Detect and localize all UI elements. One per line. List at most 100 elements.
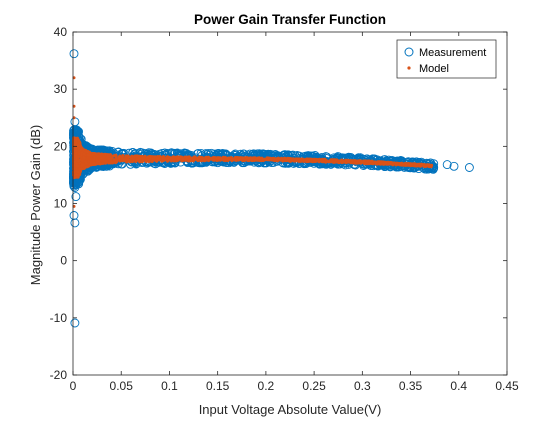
model-point — [217, 156, 221, 160]
model-point — [295, 157, 299, 161]
model-point — [395, 162, 399, 165]
model-point — [104, 159, 108, 163]
model-point — [98, 162, 102, 166]
model-point — [211, 156, 215, 160]
model-point — [230, 157, 233, 161]
model-point — [86, 153, 90, 157]
y-tick-label: -10 — [50, 311, 68, 325]
model-point — [203, 158, 207, 162]
model-point — [158, 155, 162, 158]
model-point — [387, 160, 391, 164]
model-point — [147, 158, 151, 162]
model-point — [169, 159, 173, 163]
y-axis-label: Magnitude Power Gain (dB) — [28, 125, 43, 285]
model-point — [74, 138, 78, 142]
axis-ticks: 0 0.05 0.1 0.15 0.2 0.25 0.3 0.35 0.4 0.45 -20 -10 0… — [50, 25, 519, 393]
model-point — [156, 155, 160, 158]
x-tick-label: 0.05 — [110, 379, 134, 393]
legend: Measurement Model — [396, 39, 497, 79]
model-point — [234, 156, 238, 160]
measurement-point — [71, 192, 81, 202]
model-point — [176, 155, 180, 159]
model-point — [371, 162, 374, 166]
measurement-point — [442, 160, 452, 170]
model-point — [86, 165, 89, 169]
model-point — [266, 158, 270, 162]
model-point — [166, 157, 169, 160]
model-point — [74, 173, 78, 177]
model-point — [185, 156, 189, 160]
model-point — [126, 158, 130, 162]
model-point — [241, 156, 245, 160]
model-point — [353, 161, 357, 165]
model-point — [420, 162, 424, 166]
model-point — [424, 165, 428, 168]
x-tick-label: 0.45 — [495, 379, 519, 393]
model-point — [141, 156, 144, 159]
model-point — [308, 159, 311, 163]
model-point — [298, 158, 302, 162]
model-point — [328, 160, 332, 163]
model-point — [277, 157, 281, 161]
measurement-point — [70, 218, 80, 228]
model-point — [115, 159, 119, 163]
x-tick-label: 0.2 — [258, 379, 275, 393]
model-point — [82, 152, 86, 156]
model-point — [137, 157, 141, 161]
model-point — [73, 160, 77, 164]
model-point — [74, 151, 78, 155]
legend-box — [396, 39, 497, 79]
model-series — [72, 76, 434, 208]
model-point — [93, 155, 96, 159]
model-point — [76, 159, 80, 163]
model-point — [175, 159, 179, 163]
model-point — [73, 143, 76, 147]
model-point — [107, 157, 111, 161]
model-point — [226, 158, 230, 162]
y-tick-label: -20 — [50, 368, 68, 382]
model-point — [224, 158, 227, 161]
model-point — [427, 163, 431, 167]
model-point — [84, 161, 88, 165]
model-point — [76, 170, 80, 174]
x-tick-label: 0.15 — [206, 379, 230, 393]
model-point — [97, 160, 101, 163]
measurement-point — [71, 125, 81, 135]
measurement-point — [70, 183, 80, 192]
x-tick-label: 0.1 — [161, 379, 178, 393]
model-point — [245, 156, 249, 160]
model-point — [273, 157, 276, 161]
model-point — [117, 157, 121, 161]
model-point — [317, 160, 321, 164]
model-point — [288, 158, 291, 162]
model-point — [355, 160, 359, 164]
model-point — [78, 141, 82, 145]
model-point — [131, 155, 135, 159]
y-tick-label: 0 — [60, 254, 67, 268]
plot-area — [69, 49, 474, 328]
model-point — [86, 150, 90, 154]
model-point — [321, 160, 325, 164]
model-point — [114, 153, 118, 157]
model-point — [98, 155, 102, 158]
model-point — [80, 163, 84, 167]
model-point — [144, 160, 148, 164]
model-point — [187, 159, 191, 163]
model-point — [408, 163, 411, 167]
model-point — [153, 155, 157, 159]
measurement-point — [464, 163, 474, 172]
model-point — [312, 158, 316, 162]
model-point — [334, 158, 338, 162]
y-tick-label: 40 — [54, 25, 68, 39]
y-tick-label: 30 — [54, 82, 68, 96]
model-point — [72, 156, 75, 159]
model-point — [72, 167, 76, 171]
model-point — [87, 159, 91, 163]
model-point — [384, 161, 388, 165]
model-point — [181, 157, 185, 161]
x-tick-label: 0.4 — [450, 379, 467, 393]
model-point — [341, 160, 345, 164]
model-point — [138, 159, 142, 163]
model-point — [204, 156, 208, 160]
model-point — [429, 164, 433, 168]
